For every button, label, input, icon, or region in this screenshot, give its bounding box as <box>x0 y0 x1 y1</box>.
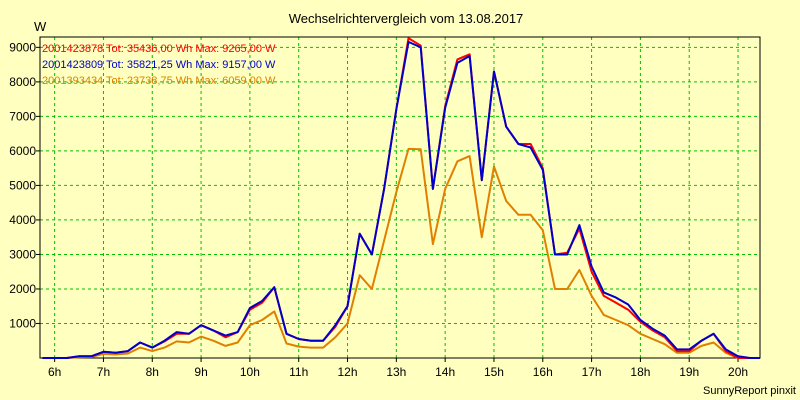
x-tick-label: 18h <box>630 365 650 379</box>
legend: 2001423878 Tot: 35436,00 Wh Max: 9265,00… <box>42 43 276 87</box>
x-tick-label: 6h <box>48 365 61 379</box>
x-tick-label: 16h <box>533 365 553 379</box>
x-tick-label: 19h <box>679 365 699 379</box>
legend-entry-2: 2001393434 Tot: 23738,75 Wh Max: 6059,00… <box>42 75 276 87</box>
x-tick-label: 11h <box>289 365 308 379</box>
x-tick-label: 17h <box>582 365 602 379</box>
series-line-1 <box>42 40 760 359</box>
x-tick-label: 14h <box>435 365 455 379</box>
x-tick-label: 12h <box>338 365 358 379</box>
y-tick-label: 3000 <box>9 247 36 261</box>
x-tick-label: 8h <box>146 365 159 379</box>
x-tick-label: 15h <box>484 365 504 379</box>
y-tick-label: 5000 <box>9 178 36 192</box>
y-tick-label: 1000 <box>9 316 36 330</box>
x-tick-label: 9h <box>194 365 207 379</box>
legend-entry-0: 2001423878 Tot: 35436,00 Wh Max: 9265,00… <box>42 43 276 55</box>
footer-credit: SunnyReport pinxit <box>703 385 796 397</box>
plot-area: 6h 7h 8h 9h 10h 11h 12h 13h 14h 15h 16h 17h 18h 19h 20… <box>9 36 761 379</box>
y-tick-label: 7000 <box>9 109 36 123</box>
x-tick-label: 7h <box>97 365 110 379</box>
y-axis-unit-label: W <box>34 19 47 34</box>
y-tick-label: 2000 <box>9 282 36 296</box>
x-tick-label: 20h <box>728 365 748 379</box>
chart-title: Wechselrichtervergleich vom 13.08.2017 <box>289 11 524 26</box>
y-tick-label: 8000 <box>9 75 36 89</box>
legend-entry-1: 2001423809 Tot: 35821,25 Wh Max: 9157,00… <box>42 59 276 71</box>
y-tick-label: 6000 <box>9 144 36 158</box>
y-tick-label: 4000 <box>9 213 36 227</box>
x-tick-label: 13h <box>386 365 406 379</box>
y-tick-label: 9000 <box>9 40 36 54</box>
x-tick-label: 10h <box>240 365 260 379</box>
plot-frame <box>39 36 761 359</box>
series-line-2 <box>42 147 760 359</box>
